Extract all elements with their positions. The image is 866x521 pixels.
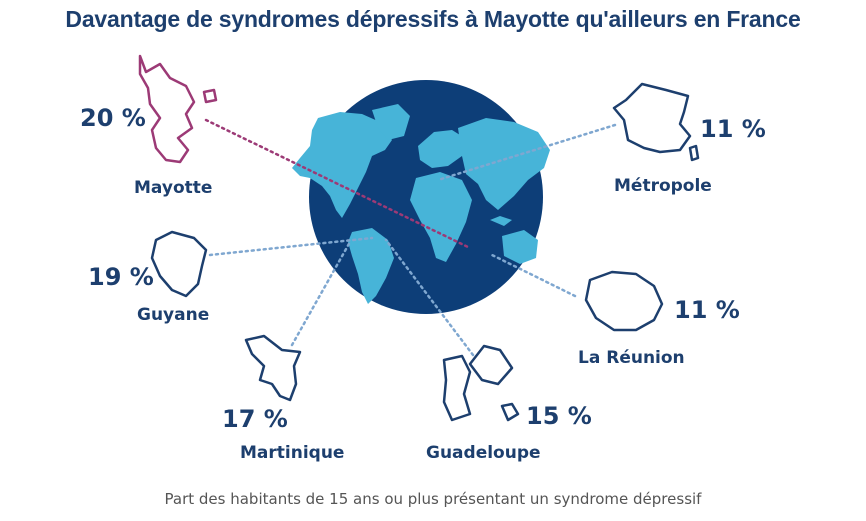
value-label-mayotte: 20 % xyxy=(80,104,146,132)
value-label-guyane: 19 % xyxy=(88,263,154,291)
mayotte-outline-icon xyxy=(138,54,218,164)
region-names: Mayotte Guyane Martinique Guadeloupe La … xyxy=(134,176,712,463)
value-label-metropole: 11 % xyxy=(700,115,766,143)
region-name-martinique: Martinique xyxy=(240,443,344,463)
value-labels: 20 % 19 % 17 % 15 % 11 % 11 % xyxy=(80,104,766,433)
europe-shape xyxy=(418,130,468,168)
guadeloupe-outline-icon xyxy=(442,344,520,422)
region-name-reunion: La Réunion xyxy=(578,348,685,368)
reunion-outline-icon xyxy=(584,270,664,332)
value-label-reunion: 11 % xyxy=(674,296,740,324)
connector-guyane xyxy=(208,236,374,257)
connector-martinique xyxy=(290,240,352,347)
martinique-outline-icon xyxy=(244,334,302,402)
value-label-martinique: 17 % xyxy=(222,405,288,433)
greenland-shape xyxy=(372,104,410,140)
connector-guadeloupe xyxy=(384,238,475,357)
region-name-guadeloupe: Guadeloupe xyxy=(426,443,541,463)
chart-title: Davantage de syndromes dépressifs à Mayo… xyxy=(65,6,801,32)
north-america-shape xyxy=(292,112,392,218)
globe xyxy=(292,80,550,314)
region-name-metropole: Métropole xyxy=(614,176,712,196)
territory-outlines xyxy=(138,54,700,422)
south-america-shape xyxy=(348,228,394,304)
value-label-guadeloupe: 15 % xyxy=(526,402,592,430)
connector-mayotte xyxy=(204,118,472,250)
guyane-outline-icon xyxy=(150,230,208,298)
region-name-guyane: Guyane xyxy=(137,305,209,325)
world-continents xyxy=(292,104,550,304)
infographic: 20 % 19 % 17 % 15 % 11 % 11 % Mayotte Gu… xyxy=(80,54,766,463)
asia-shape xyxy=(458,118,550,210)
australia-shape xyxy=(502,230,538,264)
chart-caption: Part des habitants de 15 ans ou plus pré… xyxy=(164,490,702,508)
africa-shape xyxy=(410,172,472,262)
connector-reunion xyxy=(488,252,577,298)
connector-metropole xyxy=(436,123,617,182)
region-name-mayotte: Mayotte xyxy=(134,178,212,198)
connectors xyxy=(204,118,617,357)
indonesia-shape xyxy=(490,216,512,226)
france-outline-icon xyxy=(612,82,700,162)
